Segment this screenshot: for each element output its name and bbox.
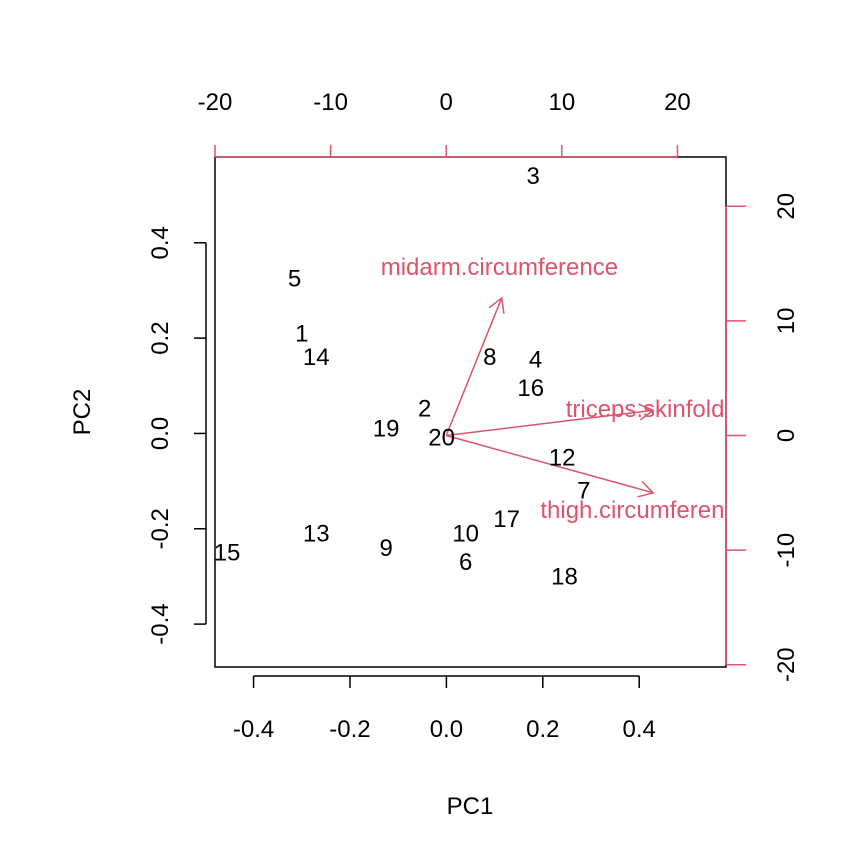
point-label: 14 <box>303 344 330 371</box>
loading-arrow <box>446 434 654 494</box>
point-label: 10 <box>452 521 479 548</box>
point-label: 18 <box>551 563 578 590</box>
top-tick-label: -10 <box>313 89 348 116</box>
variable-label: triceps.skinfold <box>566 396 725 423</box>
top-tick-label: -20 <box>198 89 233 116</box>
point-label: 7 <box>577 478 590 505</box>
loading-arrow <box>446 409 654 437</box>
x-axis-label: PC1 <box>447 793 494 820</box>
axes-layer: -0.4 -0.2 0.0 0.2 0.4 -0.4 -0.2 0.0 0.2 0.4 -20 -10… <box>147 89 800 743</box>
y-tick-label: 0.0 <box>147 417 174 450</box>
x-tick-label: -0.2 <box>329 716 370 743</box>
point-label: 8 <box>483 344 496 371</box>
y-tick-label: -0.2 <box>147 508 174 549</box>
loading-arrows: midarm.circumference triceps.skinfold thig… <box>381 254 749 524</box>
point-label: 3 <box>526 163 539 190</box>
point-label: 1 <box>295 320 308 347</box>
point-label: 5 <box>288 266 301 293</box>
y-tick-label: 0.2 <box>147 321 174 354</box>
point-label: 9 <box>379 535 392 562</box>
point-label: 15 <box>214 540 241 567</box>
x-tick-label: 0.4 <box>623 716 656 743</box>
point-label: 2 <box>418 396 431 423</box>
x-tick-label: 0.2 <box>526 716 559 743</box>
x-tick-label: -0.4 <box>233 716 274 743</box>
point-label: 19 <box>373 416 400 443</box>
point-label: 20 <box>428 424 455 451</box>
point-label: 12 <box>549 444 576 471</box>
top-tick-label: 20 <box>664 89 691 116</box>
y-axis-label: PC2 <box>69 389 96 436</box>
right-tick-label: 0 <box>773 429 800 442</box>
y-tick-label: 0.4 <box>147 226 174 259</box>
top-tick-label: 10 <box>548 89 575 116</box>
y-tick-label: -0.4 <box>147 603 174 644</box>
variable-label: midarm.circumference <box>381 254 618 281</box>
top-tick-label: 0 <box>440 89 453 116</box>
point-label: 16 <box>517 375 544 402</box>
point-label: 17 <box>493 506 520 533</box>
point-label: 6 <box>459 549 472 576</box>
right-tick-label: -10 <box>773 533 800 568</box>
point-label: 4 <box>529 347 542 374</box>
variable-label: thigh.circumference <box>540 497 749 524</box>
loading-arrow <box>445 297 503 436</box>
loading-arrow-head <box>488 296 505 314</box>
x-tick-label: 0.0 <box>430 716 463 743</box>
point-label: 13 <box>303 521 330 548</box>
loading-arrow-head <box>637 480 655 498</box>
right-tick-label: 20 <box>773 193 800 220</box>
loading-arrow-head <box>638 403 655 421</box>
right-tick-label: -20 <box>773 647 800 682</box>
right-tick-label: 10 <box>773 308 800 335</box>
